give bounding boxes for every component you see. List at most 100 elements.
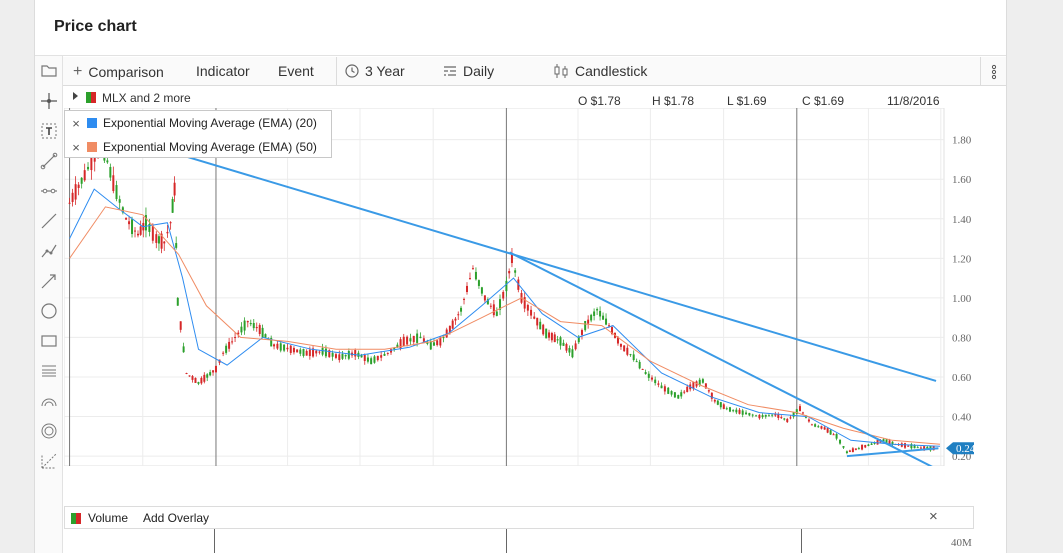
candle-up — [867, 444, 870, 446]
add-overlay-button[interactable]: Add Overlay — [143, 511, 210, 525]
candle-up — [495, 311, 498, 316]
candle-down — [530, 309, 533, 316]
candle-up — [383, 353, 386, 356]
legend-label-ema50: Exponential Moving Average (EMA) (50) — [103, 140, 317, 154]
candle-up — [845, 451, 848, 454]
candle-up — [347, 350, 350, 359]
candle-up — [568, 348, 571, 353]
comparison-button[interactable]: + Comparison — [73, 63, 164, 80]
volume-axis-label: 40M — [951, 537, 972, 549]
candle-down — [489, 305, 492, 307]
candle-down — [542, 324, 545, 335]
candle-down — [807, 419, 810, 422]
candle-up — [175, 243, 178, 248]
candle-down — [386, 352, 389, 354]
range-selector[interactable]: 3 Year — [345, 63, 405, 79]
candle-down — [657, 383, 660, 385]
circle-tool-icon[interactable] — [38, 300, 60, 322]
candle-up — [360, 355, 363, 358]
candle-down — [663, 386, 666, 392]
candle-up — [499, 299, 502, 310]
candle-up — [366, 357, 369, 362]
text-tool-icon[interactable] — [38, 120, 60, 142]
candle-up — [225, 345, 228, 353]
candle-up — [728, 407, 731, 412]
legend-item-ema20: × Exponential Moving Average (EMA) (20) — [65, 111, 317, 135]
candle-up — [741, 410, 744, 415]
remove-ema50-icon[interactable]: × — [72, 139, 80, 155]
candle-down — [707, 390, 710, 392]
candle-down — [160, 233, 163, 249]
crosshair-icon[interactable] — [38, 90, 60, 112]
polyline-icon[interactable] — [38, 240, 60, 262]
candle-down — [619, 343, 622, 347]
candle-up — [660, 385, 663, 389]
folder-icon[interactable] — [38, 59, 60, 81]
candle-up — [109, 166, 112, 178]
candle-down — [185, 372, 188, 374]
more-options-icon[interactable] — [988, 64, 1000, 80]
candle-up — [261, 327, 264, 338]
horizontal-line-icon[interactable] — [38, 180, 60, 202]
ohlc-low: L $1.69 — [727, 94, 767, 108]
line-segment-icon[interactable] — [38, 150, 60, 172]
symbol-info-bar: MLX and 2 more O $1.78 H $1.78 L $1.69 C… — [63, 88, 981, 108]
candle-down — [810, 424, 813, 426]
ohlc-open: O $1.78 — [578, 94, 621, 108]
candle-down — [363, 355, 366, 361]
arc-tool-icon[interactable] — [38, 390, 60, 412]
candle-down — [334, 354, 337, 358]
candle-up — [795, 409, 798, 415]
candle-down — [191, 376, 194, 380]
y-tick-label: 1.80 — [952, 135, 972, 147]
candle-down — [786, 418, 789, 423]
ray-line-icon[interactable] — [38, 210, 60, 232]
candle-up — [131, 219, 134, 235]
event-button[interactable]: Event — [278, 63, 314, 79]
y-tick-label: 0.40 — [952, 412, 972, 424]
interval-selector[interactable]: Daily — [443, 63, 494, 79]
interval-icon — [444, 66, 456, 76]
candle-down — [454, 318, 457, 321]
candle-up — [252, 323, 255, 329]
candle-up — [755, 415, 758, 417]
legend-item-ema50: × Exponential Moving Average (EMA) (50) — [65, 135, 317, 159]
price-plot-area[interactable]: 0.200.400.600.801.001.201.401.601.80July… — [64, 108, 974, 466]
measure-tool-icon[interactable] — [38, 450, 60, 472]
arrow-line-icon[interactable] — [38, 270, 60, 292]
trendline — [846, 447, 939, 458]
candle-up — [817, 426, 820, 428]
expand-symbols-icon[interactable] — [73, 92, 78, 100]
symbol-list[interactable]: MLX and 2 more — [102, 91, 191, 105]
chart-type-selector[interactable]: Candlestick — [553, 63, 647, 79]
y-tick-label: 1.00 — [952, 293, 972, 305]
candle-up — [701, 379, 704, 383]
candle-up — [477, 280, 480, 286]
y-tick-label: 0.60 — [952, 372, 972, 384]
candle-down — [399, 339, 402, 349]
rectangle-tool-icon[interactable] — [38, 330, 60, 352]
candle-up — [197, 382, 200, 384]
candle-up — [767, 415, 770, 417]
candle-down — [134, 230, 137, 232]
candle-down — [112, 175, 115, 192]
candle-down — [188, 375, 191, 377]
candle-up — [206, 374, 209, 378]
last-price-marker — [946, 442, 974, 455]
indicator-button[interactable]: Indicator — [196, 63, 250, 79]
candle-down — [173, 182, 176, 196]
candle-down — [616, 337, 619, 344]
candle-up — [106, 160, 109, 163]
remove-ema20-icon[interactable]: × — [72, 115, 80, 131]
fibonacci-icon[interactable] — [38, 360, 60, 382]
close-volume-icon[interactable]: × — [929, 508, 938, 525]
candle-down — [74, 184, 77, 200]
candle-down — [713, 399, 716, 402]
candle-down — [289, 345, 292, 353]
candle-down — [155, 234, 158, 243]
candle-up — [735, 409, 738, 413]
spiral-icon[interactable] — [38, 420, 60, 442]
candle-up — [842, 446, 845, 448]
candle-down — [412, 335, 415, 343]
candle-up — [873, 442, 876, 444]
